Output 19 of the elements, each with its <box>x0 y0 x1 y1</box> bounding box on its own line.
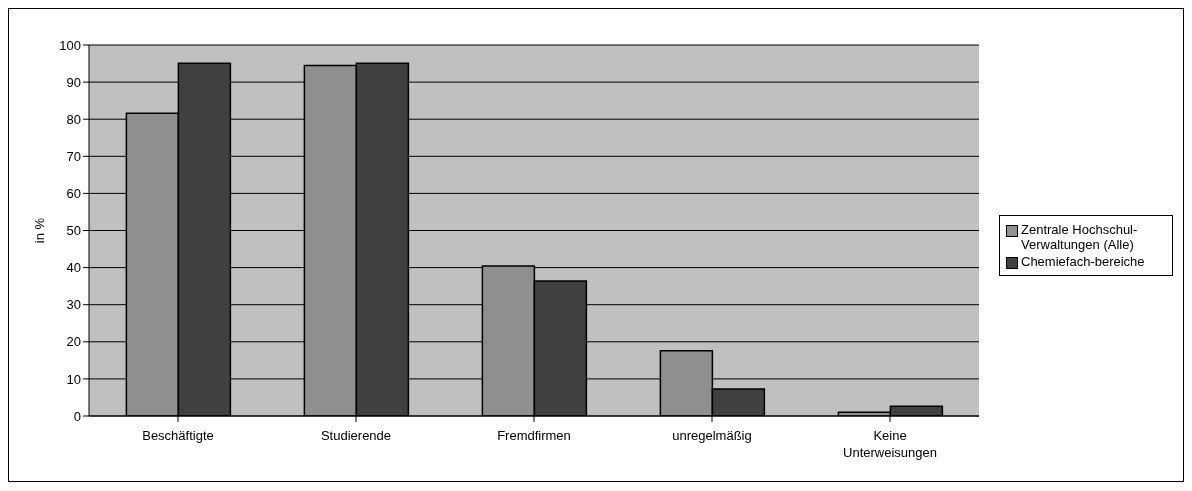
x-tick-label: Beschäftigte <box>142 428 214 443</box>
legend-label: Chemiefach-bereiche <box>1021 253 1145 269</box>
y-tick-label: 70 <box>66 148 81 164</box>
y-tick-label: 50 <box>66 223 81 239</box>
y-axis-title: in % <box>31 217 47 244</box>
y-tick-label: 60 <box>66 186 81 202</box>
x-tick-label: Keine Unterweisungen <box>843 428 937 460</box>
y-tick-label: 20 <box>66 334 81 350</box>
y-tick-label: 0 <box>73 408 81 424</box>
legend-label: Zentrale Hochschul-Verwaltungen (Alle) <box>1021 221 1139 252</box>
x-tick-label: Studierende <box>320 428 392 443</box>
y-tick-label: 90 <box>66 74 81 90</box>
y-tick-label: 80 <box>66 111 81 127</box>
y-tick-label: 30 <box>66 297 81 313</box>
y-tick-label: 40 <box>66 260 81 276</box>
x-tick-label: unregelmäßig <box>672 428 752 443</box>
y-tick-label: 100 <box>59 37 81 53</box>
x-tick-label: Fremdfirmen <box>497 428 571 443</box>
y-tick-label: 10 <box>66 371 81 387</box>
